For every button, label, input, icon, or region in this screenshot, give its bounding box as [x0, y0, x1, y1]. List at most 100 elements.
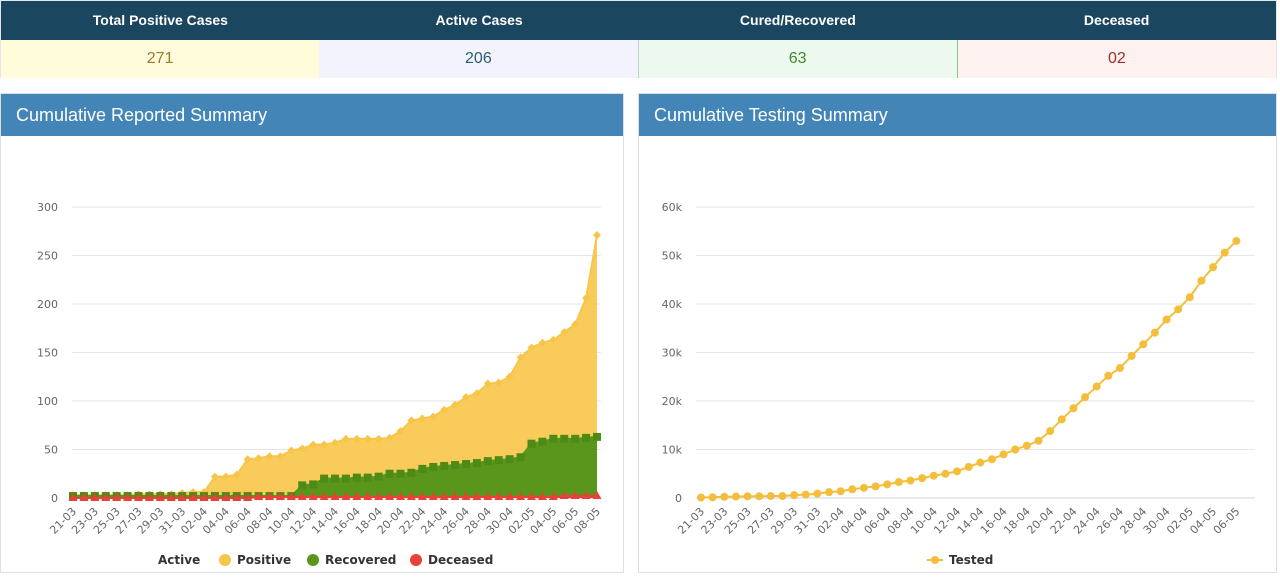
tested-marker	[1162, 315, 1171, 324]
recovered-marker	[593, 432, 601, 441]
tested-marker	[708, 493, 717, 502]
y-tick-label: 300	[37, 201, 58, 214]
tested-marker	[1197, 276, 1206, 285]
deceased-marker	[199, 493, 209, 501]
deceased-marker	[155, 493, 165, 501]
deceased-marker	[548, 492, 558, 501]
deceased-marker	[439, 492, 449, 501]
tested-marker	[1127, 351, 1136, 360]
recovered-marker	[505, 455, 514, 464]
deceased-marker	[101, 493, 111, 501]
recovered-marker	[451, 461, 460, 470]
tested-marker	[1092, 382, 1101, 391]
deceased-marker	[341, 492, 351, 501]
positive-marker	[243, 455, 252, 464]
legend-active: Active	[158, 553, 200, 567]
y-tick-label: 40k	[662, 298, 683, 311]
recovered-marker	[341, 474, 350, 483]
deceased-marker	[570, 491, 580, 500]
deceased-marker	[90, 493, 100, 501]
recovered-marker	[352, 473, 361, 482]
legend-tested-icon	[931, 556, 939, 564]
y-tick-label: 150	[37, 347, 58, 360]
positive-marker	[538, 338, 547, 347]
tested-marker	[1034, 436, 1043, 445]
recovered-marker	[407, 468, 416, 477]
value-total-positive: 271	[1, 40, 320, 78]
recovered-marker	[309, 480, 318, 489]
value-recovered: 63	[637, 40, 957, 78]
deceased-marker	[450, 492, 460, 501]
deceased-marker	[385, 492, 395, 501]
reported-summary-panel: Cumulative Reported Summary 0 50 100 150 200…	[0, 93, 624, 573]
positive-marker	[440, 405, 449, 414]
y-tick-label: 20k	[662, 395, 683, 408]
recovered-marker	[374, 472, 383, 481]
recovered-marker	[571, 434, 580, 443]
tested-marker	[1081, 393, 1090, 402]
deceased-marker	[221, 493, 231, 501]
deceased-marker	[254, 492, 264, 501]
recovered-marker	[549, 434, 558, 443]
positive-marker	[232, 470, 241, 479]
header-recovered: Cured/Recovered	[739, 12, 856, 28]
deceased-marker	[297, 492, 307, 501]
deceased-marker	[166, 493, 176, 501]
tested-marker	[1057, 415, 1066, 424]
tested-marker	[929, 471, 938, 480]
recovered-marker	[582, 433, 591, 442]
tested-marker	[743, 492, 752, 501]
area-positive	[73, 235, 597, 498]
tested-marker	[953, 467, 962, 476]
y-tick-label: 50	[44, 444, 58, 457]
positive-marker	[265, 452, 274, 461]
tested-marker	[894, 477, 903, 486]
deceased-marker	[461, 492, 471, 501]
tested-marker	[871, 482, 880, 491]
positive-marker	[571, 320, 580, 329]
deceased-marker	[537, 492, 547, 501]
deceased-marker	[592, 491, 602, 500]
tested-marker	[987, 455, 996, 464]
deceased-marker	[275, 492, 285, 501]
positive-marker	[582, 294, 591, 303]
y-tick-label: 30k	[662, 347, 683, 360]
header-total-positive: Total Positive Cases	[92, 12, 228, 28]
deceased-marker	[123, 493, 133, 501]
positive-marker	[341, 434, 350, 443]
tested-marker	[1232, 236, 1241, 245]
tested-marker	[836, 487, 845, 496]
recovered-marker	[363, 473, 372, 482]
positive-marker	[549, 335, 558, 344]
tested-marker	[731, 492, 740, 501]
positive-marker	[320, 440, 329, 449]
deceased-marker	[363, 492, 373, 501]
recovered-marker	[429, 462, 438, 471]
recovered-marker	[560, 434, 569, 443]
deceased-marker	[472, 492, 482, 501]
deceased-marker	[319, 492, 329, 501]
positive-marker	[396, 427, 405, 436]
value-active: 206	[319, 40, 638, 78]
positive-marker	[309, 440, 318, 449]
legend-recovered-icon	[307, 554, 319, 566]
positive-marker	[374, 434, 383, 443]
tested-marker	[964, 462, 973, 471]
line-tested	[700, 240, 1238, 499]
deceased-marker	[188, 493, 198, 501]
legend-deceased: Deceased	[428, 553, 493, 567]
deceased-marker	[265, 492, 274, 501]
tested-marker	[859, 483, 868, 492]
positive-marker	[221, 472, 230, 481]
positive-marker	[331, 438, 339, 447]
positive-marker	[210, 472, 219, 481]
legend-positive-icon	[219, 554, 231, 566]
tested-marker	[918, 474, 927, 483]
recovered-marker	[320, 474, 329, 483]
positive-marker	[593, 231, 601, 240]
header-active: Active Cases	[435, 12, 523, 28]
deceased-marker	[396, 492, 405, 501]
deceased-marker	[352, 492, 362, 501]
y-tick-label: 200	[37, 298, 58, 311]
positive-marker	[298, 444, 307, 453]
